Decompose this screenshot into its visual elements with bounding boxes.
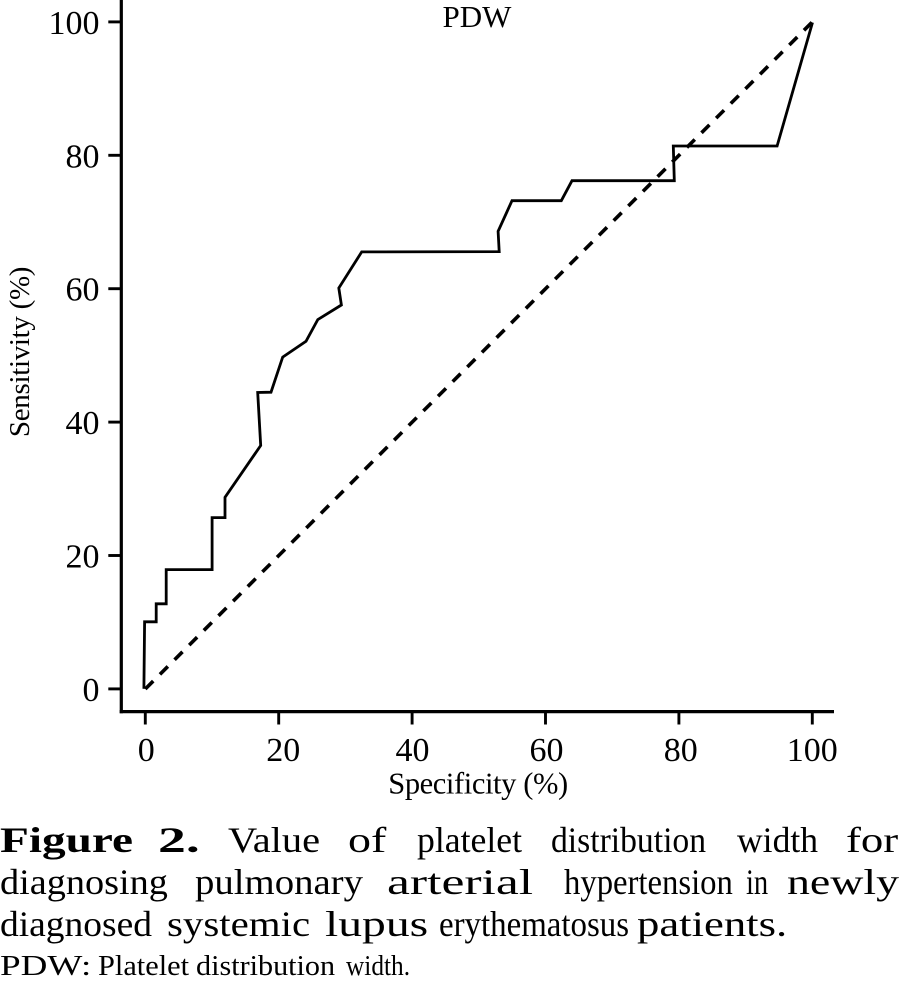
svg-text:60: 60: [530, 732, 564, 769]
svg-text:PDW: PDW: [443, 0, 513, 34]
svg-text:Specificity (%): Specificity (%): [388, 767, 567, 801]
svg-text:Sensitivity (%): Sensitivity (%): [4, 267, 36, 437]
svg-text:20: 20: [66, 539, 100, 576]
svg-text:60: 60: [66, 272, 100, 309]
svg-text:80: 80: [664, 732, 698, 769]
svg-text:20: 20: [266, 732, 300, 769]
svg-text:0: 0: [83, 672, 100, 709]
svg-text:40: 40: [396, 732, 430, 769]
svg-text:100: 100: [49, 5, 100, 42]
svg-text:0: 0: [138, 732, 155, 769]
svg-text:40: 40: [66, 405, 100, 442]
svg-text:100: 100: [787, 732, 838, 769]
svg-text:80: 80: [66, 138, 100, 175]
